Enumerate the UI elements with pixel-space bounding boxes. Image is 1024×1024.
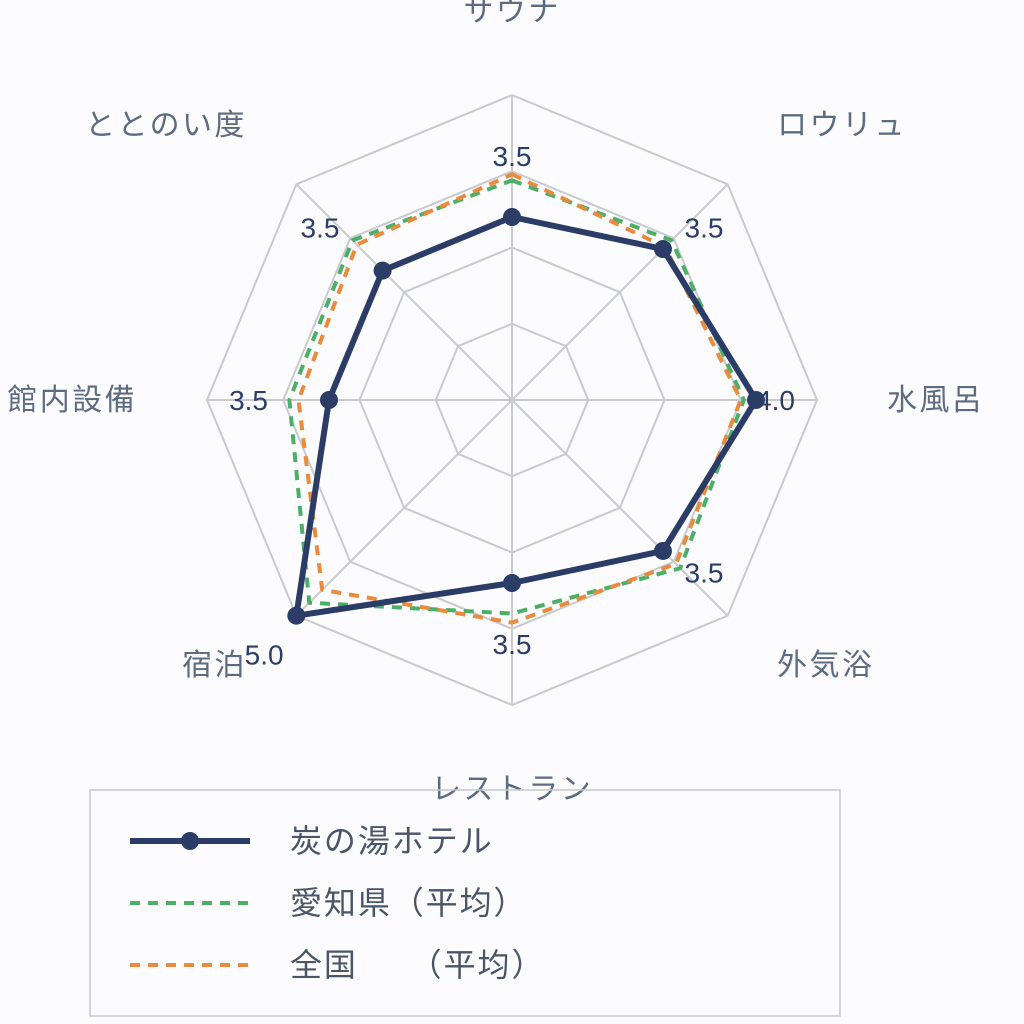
value-label: 5.0: [245, 639, 284, 670]
legend-label: 愛知県（平均）: [290, 885, 527, 921]
axis-label: ロウリュ: [777, 109, 907, 142]
legend-label: 全国 （平均）: [290, 947, 545, 983]
value-label: 3.5: [685, 558, 724, 589]
axis-label: 館内設備: [7, 384, 137, 417]
axis-label: 宿泊: [182, 649, 247, 682]
series-marker: [654, 542, 672, 560]
axis-label: 水風呂: [887, 384, 984, 417]
series-marker: [503, 208, 521, 226]
series-marker: [503, 574, 521, 592]
axis-label: ととのい度: [85, 109, 247, 142]
value-label: 3.5: [685, 212, 724, 243]
legend-swatch-marker: [181, 832, 199, 850]
axis-label: 外気浴: [777, 649, 874, 682]
value-label: 3.5: [301, 212, 340, 243]
legend-label: 炭の湯ホテル: [290, 823, 494, 859]
radar-chart-svg: サウナロウリュ水風呂外気浴レストラン宿泊館内設備ととのい度3.53.54.03.…: [0, 0, 1024, 1024]
series-marker: [374, 262, 392, 280]
value-label: 3.5: [493, 141, 532, 172]
value-label: 4.0: [756, 385, 795, 416]
series-marker: [320, 391, 338, 409]
value-label: 3.5: [493, 629, 532, 660]
radar-chart-container: サウナロウリュ水風呂外気浴レストラン宿泊館内設備ととのい度3.53.54.03.…: [0, 0, 1024, 1024]
axis-label: サウナ: [463, 0, 560, 28]
series-marker: [654, 240, 672, 258]
value-label: 3.5: [229, 385, 268, 416]
series-marker: [287, 607, 305, 625]
